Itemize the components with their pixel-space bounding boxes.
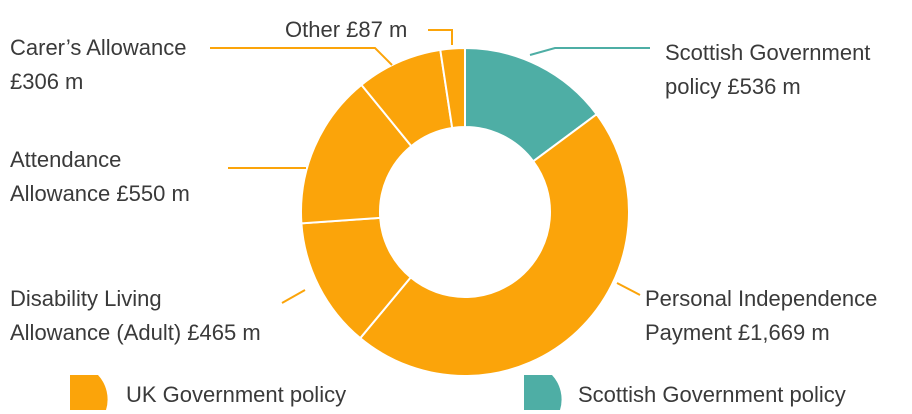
label-attendance-allowance: Attendance Allowance £550 m [10, 147, 190, 206]
label-scottish-government-policy: Scottish Government policy £536 m [665, 40, 870, 99]
legend-swatch-uk-government-policy [70, 375, 108, 410]
legend: UK Government policy Scottish Government … [70, 375, 846, 410]
slice-labels: Scottish Government policy £536 m Personal… [10, 17, 877, 345]
label-personal-independence-payment: Personal Independence Payment £1,669 m [645, 286, 877, 345]
leader-lines [210, 29, 650, 304]
leader-line-carer-s-allowance [210, 47, 393, 66]
label-disability-living-allowance-adult: Disability Living Allowance (Adult) £465 … [10, 286, 261, 345]
legend-label-uk-government-policy: UK Government policy [126, 382, 346, 407]
leader-line-scottish-government-policy [529, 47, 650, 56]
donut-slices [300, 46, 630, 377]
legend-label-scottish-government-policy: Scottish Government policy [578, 382, 846, 407]
slice-other [439, 46, 466, 130]
label-carer-s-allowance: Carer’s Allowance £306 m [10, 35, 187, 94]
label-other: Other £87 m [285, 17, 407, 42]
leader-line-other [428, 29, 453, 45]
leader-line-disability-living-allowance-adult [281, 289, 306, 304]
legend-swatch-scottish-government-policy [524, 375, 562, 410]
slice-personal-independence-payment [358, 112, 630, 377]
leader-line-personal-independence-payment [616, 282, 641, 296]
